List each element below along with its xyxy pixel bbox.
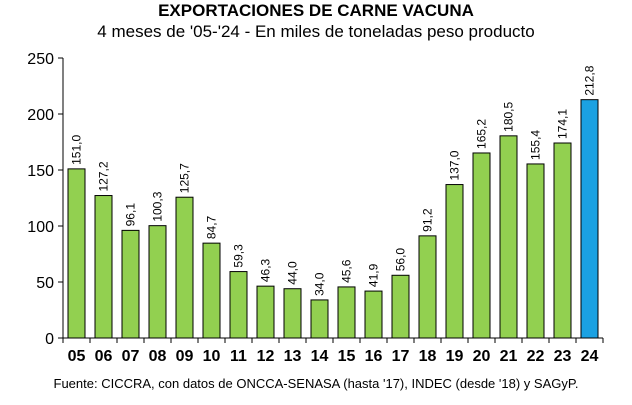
x-tick-label: 14 <box>311 348 329 365</box>
y-tick-label: 100 <box>27 219 54 236</box>
x-tick-label: 12 <box>257 348 275 365</box>
y-tick-label: 0 <box>45 331 54 348</box>
bar-15 <box>337 286 356 339</box>
data-label-14: 34,0 <box>313 272 327 296</box>
x-tick-label: 08 <box>149 348 167 365</box>
bar-24 <box>580 99 599 339</box>
x-tick-label: 07 <box>122 348 140 365</box>
bar-10 <box>202 242 221 339</box>
data-label-12: 46,3 <box>259 258 273 282</box>
data-label-05: 151,0 <box>70 135 84 165</box>
data-label-21: 180,5 <box>502 101 516 131</box>
bar-21 <box>499 135 518 339</box>
data-label-10: 84,7 <box>205 215 219 239</box>
x-tick-label: 06 <box>95 348 113 365</box>
x-tick-label: 10 <box>203 348 221 365</box>
data-label-06: 127,2 <box>97 161 111 191</box>
chart-subtitle: 4 meses de '05-'24 - En miles de tonelad… <box>97 22 535 41</box>
x-tick-label: 19 <box>446 348 464 365</box>
data-label-20: 165,2 <box>475 119 489 149</box>
data-label-17: 56,0 <box>394 248 408 272</box>
bar-11 <box>229 271 248 339</box>
data-label-19: 137,0 <box>448 150 462 180</box>
data-label-07: 96,1 <box>124 203 138 227</box>
bar-19 <box>445 184 464 339</box>
y-tick-label: 250 <box>27 51 54 68</box>
x-tick-label: 21 <box>500 348 518 365</box>
data-label-23: 174,1 <box>556 109 570 139</box>
y-tick-label: 200 <box>27 107 54 124</box>
bar-06 <box>94 195 113 339</box>
data-label-13: 44,0 <box>286 261 300 285</box>
x-tick-label: 05 <box>68 348 86 365</box>
data-label-11: 59,3 <box>232 244 246 268</box>
x-tick-label: 09 <box>176 348 194 365</box>
chart-title: EXPORTACIONES DE CARNE VACUNA <box>158 1 474 20</box>
x-tick-label: 24 <box>581 348 599 365</box>
x-tick-label: 11 <box>230 348 247 365</box>
data-label-24: 212,8 <box>583 65 597 95</box>
x-tick-label: 23 <box>554 348 572 365</box>
chart-bars <box>67 99 599 339</box>
bar-09 <box>175 196 194 339</box>
bar-13 <box>283 288 302 339</box>
x-tick-label: 22 <box>527 348 545 365</box>
chart-axes: 0 50 100 150 200 250 05 06 07 08 09 10 11 12 13 14 15 16 1… <box>27 51 604 365</box>
data-label-16: 41,9 <box>367 263 381 287</box>
bar-22 <box>526 163 545 339</box>
data-label-09: 125,7 <box>178 163 192 193</box>
bar-16 <box>364 290 383 339</box>
x-tick-label: 20 <box>473 348 491 365</box>
bar-20 <box>472 152 491 339</box>
bar-18 <box>418 235 437 339</box>
x-tick-label: 18 <box>419 348 437 365</box>
data-label-18: 91,2 <box>421 208 435 232</box>
data-label-08: 100,3 <box>151 191 165 221</box>
bar-23 <box>553 142 572 339</box>
data-label-15: 45,6 <box>340 259 354 283</box>
bar-17 <box>391 274 410 339</box>
bar-08 <box>148 225 167 339</box>
x-tick-label: 17 <box>392 348 410 365</box>
data-label-22: 155,4 <box>529 130 543 160</box>
bar-14 <box>310 299 329 339</box>
x-tick-label: 15 <box>338 348 356 365</box>
chart-source-note: Fuente: CICCRA, con datos de ONCCA-SENAS… <box>53 376 579 391</box>
bar-12 <box>256 285 275 339</box>
x-tick-label: 13 <box>284 348 302 365</box>
chart-data-labels: 151,0 127,2 96,1 100,3 125,7 84,7 59,3 46,3 44,0… <box>70 65 597 296</box>
x-tick-label: 16 <box>365 348 383 365</box>
bar-05 <box>67 168 86 339</box>
bar-07 <box>121 229 140 339</box>
y-tick-label: 150 <box>27 163 54 180</box>
y-tick-label: 50 <box>36 275 54 292</box>
